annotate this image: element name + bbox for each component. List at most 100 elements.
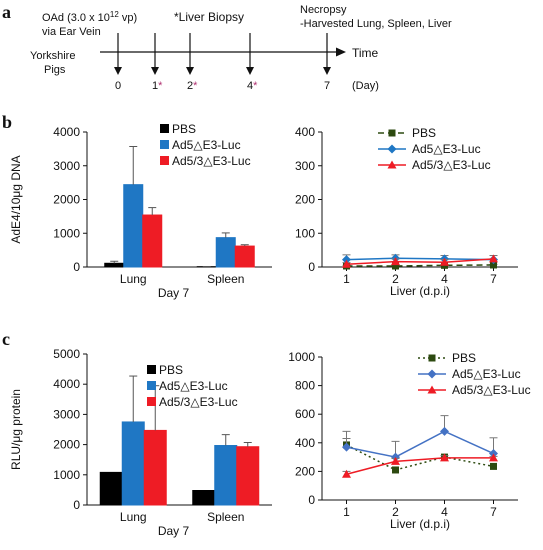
b-line-data-point [489, 254, 498, 263]
c-bar-legend-label: Ad5/3△E3-Luc [159, 395, 238, 409]
b-bar-y-tick-label: 0 [73, 260, 80, 274]
c-bar-y-axis-label: RLU/μg protein [9, 389, 23, 470]
day-unit-label: (Day) [352, 80, 379, 92]
c-bar-y-tick-label: 2000 [53, 438, 80, 452]
c-bar-bar-lung [99, 471, 123, 506]
b-bar-category-label: Spleen [207, 272, 244, 286]
b-bar-bar-spleen [234, 245, 255, 268]
b-line-y-tick-label: 200 [295, 193, 315, 207]
chart-c-bar: 0 1000 2000 3000 4000 5000 RLU/μg protein Lung S… [9, 347, 272, 538]
day-7-label: 7 [324, 80, 330, 92]
c-bar-legend-label: PBS [159, 363, 183, 377]
b-line-legend-marker [387, 144, 397, 154]
b-line-series-line [346, 257, 494, 261]
c-line-y-tick-label: 400 [295, 436, 315, 450]
b-bar-bar-lung [104, 262, 125, 268]
b-line-y-tick-label: 100 [295, 226, 315, 240]
c-bar-y-tick-label: 3000 [53, 407, 80, 421]
b-bar-legend-swatch [160, 156, 169, 165]
c-line-x-tick-label: 4 [441, 505, 448, 519]
time-axis-arrowhead [336, 47, 346, 57]
c-line-data-point [440, 426, 449, 436]
c-line-y-tick-label: 0 [308, 493, 315, 507]
b-bar-bar-lung [123, 184, 144, 268]
c-bar-legend-label: Ad5△E3-Luc [159, 379, 228, 393]
c-line-legend-label: Ad5/3△E3-Luc [452, 383, 531, 397]
time-axis-label: Time [352, 46, 379, 60]
panel-label-c: c [2, 329, 10, 349]
b-line-legend-label: Ad5△E3-Luc [412, 142, 481, 156]
c-line-data-point [440, 453, 449, 462]
necropsy-title: Necropsy [300, 4, 347, 16]
timeline: OAd (3.0 x 1012 vp) via Ear Vein Yorkshi… [30, 4, 452, 92]
b-bar-y-tick-label: 4000 [53, 125, 80, 139]
c-bar-legend-swatch [147, 397, 156, 406]
c-line-x-tick-label: 2 [392, 505, 399, 519]
c-line-x-tick-label: 7 [490, 505, 497, 519]
c-bar-bar-lung [143, 429, 167, 506]
b-line-x-tick-label: 1 [343, 272, 350, 286]
b-line-data-point [490, 261, 497, 269]
b-line-y-tick-label: 0 [308, 260, 315, 274]
subject-text-line1: Yorkshire [30, 50, 75, 62]
b-bar-legend-label: Ad5△E3-Luc [172, 138, 241, 152]
b-line-x-tick-label: 2 [392, 272, 399, 286]
dose-text: OAd (3.0 x 1012 vp) [42, 10, 137, 24]
b-line-x-tick-label: 7 [490, 272, 497, 286]
c-bar-x-axis-label: Day 7 [158, 524, 190, 538]
c-bar-legend-swatch [147, 381, 156, 390]
b-bar-y-tick-label: 1000 [53, 226, 80, 240]
c-bar-y-tick-label: 5000 [53, 347, 80, 361]
c-line-data-point [391, 456, 400, 465]
c-line-data-point [392, 466, 399, 474]
b-bar-y-axis-label: AdE4/10μg DNA [9, 155, 23, 243]
day-2-label: 2* [187, 80, 198, 92]
c-line-legend-label: PBS [452, 351, 476, 365]
b-line-series-line [346, 258, 494, 266]
c-line-x-tick-label: 1 [343, 505, 350, 519]
b-bar-legend-label: PBS [172, 122, 196, 136]
b-line-legend-label: PBS [412, 126, 436, 140]
c-line-series-line [346, 457, 494, 475]
c-bar-legend-swatch [147, 365, 156, 374]
day-2-arrowhead [186, 67, 194, 75]
c-line-y-tick-label: 200 [295, 464, 315, 478]
b-bar-legend-swatch [160, 124, 169, 133]
b-bar-bar-lung [142, 214, 163, 268]
c-bar-bar-spleen [214, 445, 238, 506]
necropsy-detail: -Harvested Lung, Spleen, Liver [300, 18, 452, 30]
day-1-label: 1* [152, 80, 163, 92]
b-line-series-line [346, 264, 494, 267]
b-line-legend-marker [388, 129, 396, 137]
b-bar-x-axis-label: Day 7 [158, 286, 190, 300]
c-bar-bar-lung [121, 421, 145, 506]
b-bar-y-tick-label: 3000 [53, 159, 80, 173]
day-4-arrowhead [246, 67, 254, 75]
b-line-y-tick-label: 300 [295, 159, 315, 173]
c-line-x-axis-label: Liver (d.p.i) [390, 517, 450, 531]
c-line-data-point [490, 462, 497, 470]
b-bar-category-label: Lung [120, 272, 147, 286]
panel-label-a: a [2, 2, 11, 22]
b-bar-legend-label: Ad5/3△E3-Luc [172, 154, 251, 168]
c-line-legend-marker [428, 354, 436, 362]
b-bar-y-tick-label: 2000 [53, 193, 80, 207]
chart-b-bar: 0 1000 2000 3000 4000 AdE4/10μg DNA Lung Spleen… [9, 122, 272, 300]
c-bar-y-tick-label: 1000 [53, 468, 80, 482]
c-line-data-point [342, 442, 351, 452]
c-line-y-tick-label: 1000 [288, 350, 315, 364]
b-line-legend-label: Ad5/3△E3-Luc [412, 158, 491, 172]
b-bar-bar-spleen [215, 237, 236, 268]
biopsy-label: *Liver Biopsy [174, 10, 244, 24]
c-line-y-tick-label: 800 [295, 379, 315, 393]
c-bar-category-label: Lung [120, 510, 147, 524]
c-bar-category-label: Spleen [207, 510, 244, 524]
day-0-label: 0 [115, 80, 121, 92]
route-text: via Ear Vein [42, 26, 101, 38]
c-line-legend-marker [427, 369, 437, 379]
b-line-x-tick-label: 4 [441, 272, 448, 286]
c-line-y-tick-label: 600 [295, 407, 315, 421]
b-line-data-point [392, 262, 399, 270]
panel-label-b: b [2, 112, 12, 132]
c-line-series-line [346, 430, 494, 458]
